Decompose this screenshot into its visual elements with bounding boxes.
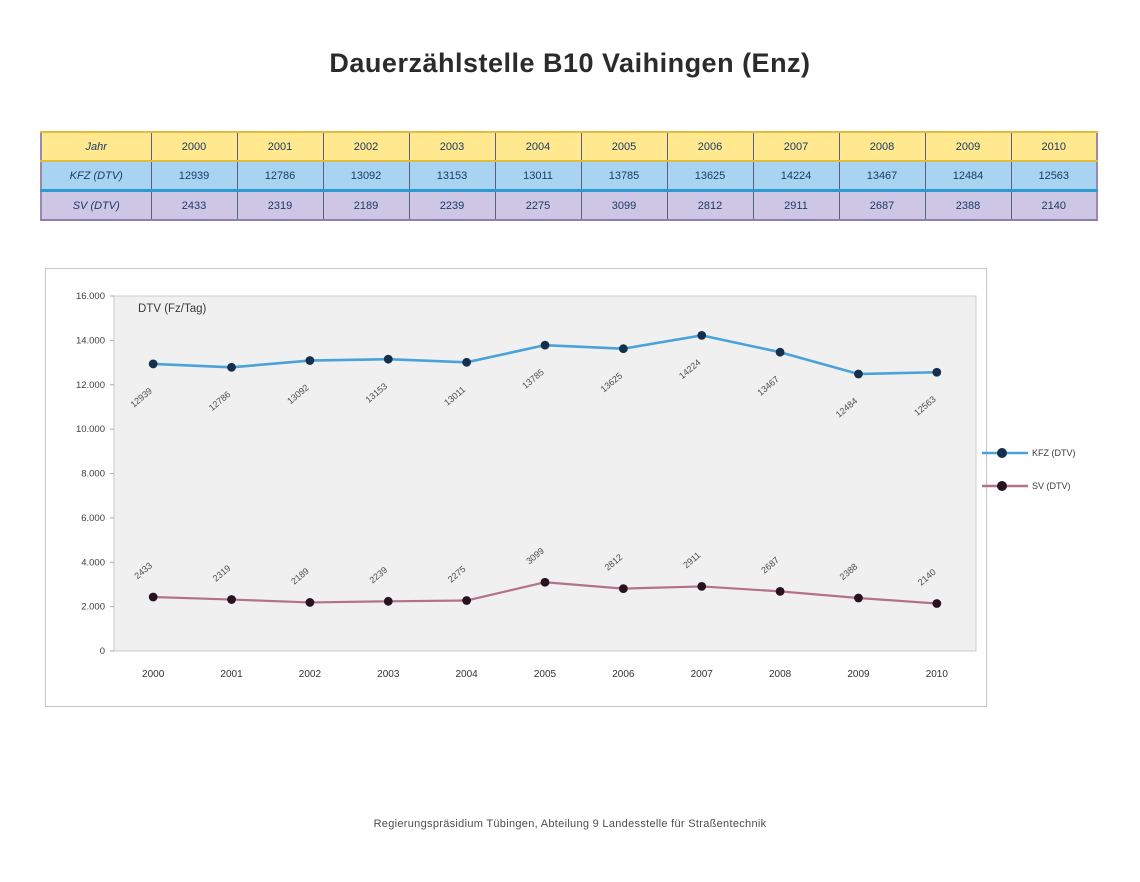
x-tick-label: 2010 — [926, 669, 949, 680]
table-kfz-cell: 12939 — [150, 160, 238, 192]
data-point — [618, 584, 628, 594]
x-tick-label: 2001 — [220, 669, 243, 680]
table-year-cell: 2005 — [580, 131, 668, 162]
legend-label-sv: SV (DTV) — [1032, 481, 1071, 491]
y-tick-label: 8.000 — [81, 469, 105, 480]
table-sv-cell: 2433 — [150, 190, 238, 221]
table-year-cell: 2008 — [838, 131, 926, 162]
line-chart: 0 2.000 4.000 6.000 8.000 10.000 12.000 14.000 1… — [76, 291, 977, 680]
plot-area — [113, 295, 977, 652]
chart-frame: 0 2.000 4.000 6.000 8.000 10.000 12.000 14.000 1… — [45, 268, 987, 707]
x-tick-label: 2003 — [377, 669, 400, 680]
table-year-cell: 2009 — [924, 131, 1012, 162]
table-kfz-cell: 13467 — [838, 160, 926, 192]
data-point — [148, 592, 158, 602]
table-year-cell: 2002 — [322, 131, 410, 162]
data-point — [227, 362, 236, 372]
x-tick-label: 2009 — [847, 669, 870, 680]
table-kfz-cell: 13092 — [322, 160, 410, 192]
table-kfz-cell: 13625 — [666, 160, 754, 192]
data-point — [697, 331, 707, 340]
table-kfz-cell: 13011 — [494, 160, 582, 192]
table-sv-cell: 2239 — [408, 190, 496, 221]
data-point — [775, 347, 785, 357]
table-sv-row: SV (DTV) 2433 2319 2189 2239 2275 3099 2812 291… — [40, 190, 1098, 221]
data-point — [618, 344, 628, 354]
table-row-label-kfz: KFZ (DTV) — [40, 160, 152, 192]
kfz-series-swatch-icon — [982, 448, 1028, 458]
x-tick-label: 2004 — [456, 669, 479, 680]
table-sv-cell: 2687 — [838, 190, 926, 221]
data-point — [854, 369, 863, 379]
table-sv-cell: 3099 — [580, 190, 668, 221]
data-point — [775, 586, 785, 596]
legend-item-sv: SV (DTV) — [982, 480, 1076, 492]
x-tick-label: 2000 — [142, 669, 165, 680]
data-point — [305, 598, 315, 607]
y-tick-label: 6.000 — [81, 513, 105, 524]
chart-legend: KFZ (DTV) SV (DTV) — [982, 447, 1076, 492]
y-tick-label: 10.000 — [76, 424, 105, 435]
table-corner-cell: Jahr — [40, 131, 152, 162]
y-tick-label: 14.000 — [76, 335, 105, 346]
table-year-cell: 2010 — [1010, 131, 1098, 162]
table-year-cell: 2001 — [236, 131, 324, 162]
table-kfz-row: KFZ (DTV) 12939 12786 13092 13153 13011 13785… — [40, 160, 1098, 192]
data-point — [227, 595, 236, 604]
table-sv-cell: 2189 — [322, 190, 410, 221]
data-point — [697, 582, 707, 591]
data-point — [383, 354, 393, 364]
table-sv-cell: 2140 — [1010, 190, 1098, 221]
table-year-cell: 2000 — [150, 131, 238, 162]
y-tick-label: 12.000 — [76, 380, 105, 391]
y-tick-label: 0 — [100, 646, 105, 657]
x-tick-label: 2005 — [534, 669, 557, 680]
table-kfz-cell: 13785 — [580, 160, 668, 192]
table-sv-cell: 2319 — [236, 190, 324, 221]
legend-marker — [997, 448, 1007, 458]
table-kfz-cell: 13153 — [408, 160, 496, 192]
table-sv-cell: 2275 — [494, 190, 582, 221]
table-kfz-cell: 12563 — [1010, 160, 1098, 192]
x-tick-label: 2007 — [691, 669, 714, 680]
data-point — [932, 367, 942, 377]
table-kfz-cell: 14224 — [752, 160, 840, 192]
chart-title: DTV (Fz/Tag) — [138, 303, 207, 315]
table-year-cell: 2006 — [666, 131, 754, 162]
data-point — [854, 593, 863, 603]
data-point — [148, 359, 158, 369]
table-year-cell: 2003 — [408, 131, 496, 162]
legend-marker — [997, 481, 1007, 491]
data-point — [462, 596, 472, 605]
data-point — [383, 596, 393, 606]
x-tick-label: 2002 — [299, 669, 322, 680]
y-tick-label: 4.000 — [81, 557, 105, 568]
footer-text: Regierungspräsidium Tübingen, Abteilung … — [373, 818, 767, 830]
y-tick-label: 16.000 — [76, 291, 105, 302]
data-point — [305, 356, 315, 365]
data-table-container: Jahr 2000 2001 2002 2003 2004 2005 2006 2007 200… — [40, 131, 1098, 221]
data-point — [932, 599, 942, 608]
table-year-cell: 2007 — [752, 131, 840, 162]
legend-item-kfz: KFZ (DTV) — [982, 447, 1076, 459]
table-year-row: Jahr 2000 2001 2002 2003 2004 2005 2006 2007 200… — [40, 131, 1098, 162]
y-tick-label: 2.000 — [81, 602, 105, 613]
table-year-cell: 2004 — [494, 131, 582, 162]
data-point — [540, 340, 550, 350]
table-kfz-cell: 12786 — [236, 160, 324, 192]
sv-series-swatch-icon — [982, 481, 1028, 491]
data-point — [540, 577, 550, 587]
page-title: Dauerzählstelle B10 Vaihingen (Enz) — [329, 48, 811, 78]
table-sv-cell: 2388 — [924, 190, 1012, 221]
table-sv-cell: 2911 — [752, 190, 840, 221]
x-tick-label: 2008 — [769, 669, 792, 680]
table-row-label-sv: SV (DTV) — [40, 190, 152, 221]
table-kfz-cell: 12484 — [924, 160, 1012, 192]
data-point — [462, 357, 472, 367]
traffic-data-table: Jahr 2000 2001 2002 2003 2004 2005 2006 2007 200… — [40, 131, 1098, 221]
table-sv-cell: 2812 — [666, 190, 754, 221]
legend-label-kfz: KFZ (DTV) — [1032, 448, 1076, 458]
x-tick-label: 2006 — [612, 669, 635, 680]
